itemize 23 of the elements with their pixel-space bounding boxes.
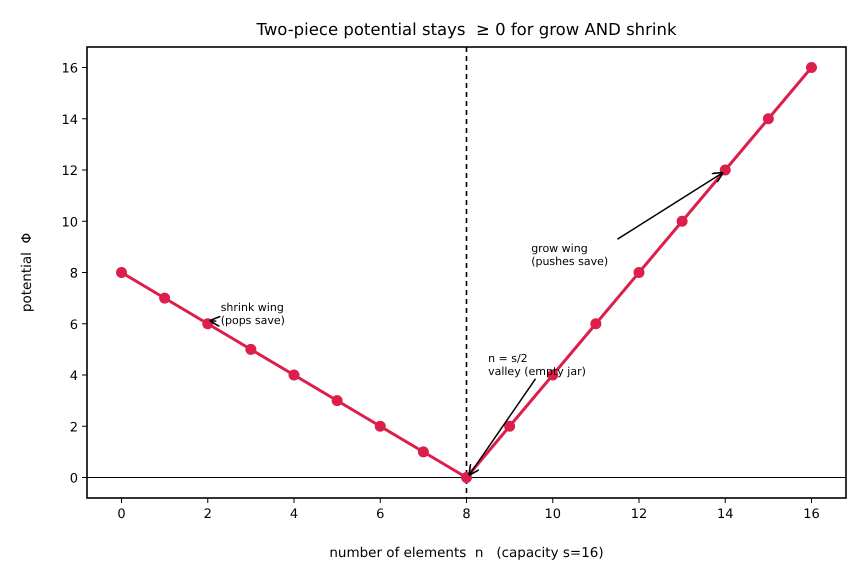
y-tick-label: 2 — [70, 420, 78, 436]
y-tick-label: 4 — [70, 369, 78, 384]
x-tick-label: 14 — [716, 507, 734, 522]
x-tick-label: 0 — [117, 507, 126, 522]
chart-title: Two-piece potential stays ≥ 0 for grow AND shrink — [255, 20, 677, 39]
x-axis-title: number of elements n (capacity s=16) — [329, 545, 604, 561]
x-tick-label: 16 — [803, 507, 820, 522]
y-tick-label: 16 — [61, 62, 78, 76]
x-tick-label: 4 — [290, 507, 298, 522]
y-axis-title: potential Φ — [19, 232, 35, 312]
y-tick-label: 12 — [61, 164, 78, 179]
y-tick-label: 6 — [70, 318, 78, 333]
x-tick-label: 10 — [544, 507, 562, 522]
annotation: grow wing (pushes save) — [531, 242, 608, 268]
x-tick-label: 8 — [462, 507, 471, 522]
x-tick-label: 6 — [376, 507, 384, 522]
x-tick-label: 2 — [204, 507, 212, 522]
y-tick-label: 0 — [70, 472, 78, 486]
x-tick-label: 12 — [630, 507, 648, 522]
annotation: shrink wing (pops save) — [220, 300, 285, 327]
y-tick-label: 8 — [70, 266, 78, 282]
y-tick-label: 10 — [61, 215, 78, 230]
y-tick-label: 14 — [61, 112, 78, 128]
